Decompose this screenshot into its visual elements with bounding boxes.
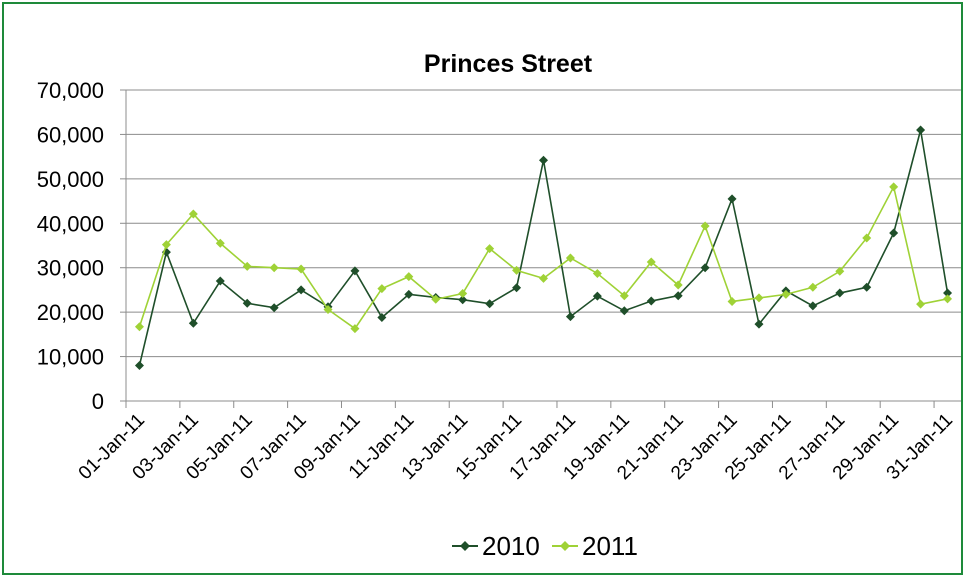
data-point-2011 [727,296,737,306]
data-point-2010 [350,266,360,276]
data-point-2010 [215,276,225,286]
grid-lines [126,89,961,358]
data-point-2010 [592,291,602,301]
y-tick-label: 30,000 [37,256,104,281]
data-point-2011 [485,244,495,254]
y-tick-label: 60,000 [37,122,104,147]
data-point-2011 [592,268,602,278]
y-tick-label: 0 [92,389,104,414]
data-point-2010 [404,289,414,299]
y-tick-label: 40,000 [37,211,104,236]
data-point-2011 [404,272,414,282]
series-line-2010 [138,129,949,366]
x-axis-tick-labels: 01-Jan-1103-Jan-1105-Jan-1107-Jan-1109-J… [75,410,957,484]
data-point-2011 [781,289,791,299]
data-point-2011 [619,291,629,301]
y-axis-tick-labels: 0 10,000 20,000 30,000 40,000 50,000 60,000 70,… [37,78,104,414]
data-point-2011 [350,324,360,334]
data-point-2011 [242,261,252,271]
data-point-2010 [700,263,710,273]
data-point-2011 [296,264,306,274]
data-point-2010 [619,306,629,316]
legend-marker-icon [460,541,470,551]
data-point-2011 [323,304,333,314]
y-tick-label: 70,000 [37,78,104,103]
legend-item-2011: 2011 [552,531,638,561]
data-point-2011 [862,233,872,243]
y-tick-label: 50,000 [37,167,104,192]
axes [120,89,961,408]
data-point-2010 [889,228,899,238]
data-point-2011 [188,209,198,219]
data-point-2010 [727,194,737,204]
data-point-2010 [916,125,926,135]
data-point-2011 [943,294,953,304]
data-point-2011 [916,299,926,309]
data-point-2010 [673,291,683,301]
data-point-2010 [134,360,144,370]
data-point-2010 [485,299,495,309]
data-point-2011 [215,238,225,248]
data-point-2011 [646,257,656,267]
y-tick-label: 10,000 [37,345,104,370]
legend-label: 2011 [582,531,638,561]
data-point-2011 [512,265,522,275]
data-point-2011 [700,221,710,231]
data-point-2011 [539,273,548,283]
data-point-2010 [808,301,818,311]
legend-item-2010: 2010 [452,531,540,561]
data-point-2010 [296,285,306,295]
data-point-2010 [943,288,953,298]
data-point-2011 [889,182,899,192]
data-point-2011 [269,263,279,273]
chart-title: Princes Street [424,50,593,78]
data-point-2010 [458,295,468,305]
series-line-2011 [138,184,948,330]
data-point-2011 [808,282,818,292]
data-point-2010 [242,298,252,308]
data-point-2010 [835,288,845,298]
data-point-2010 [269,303,279,313]
data-point-2010 [754,319,764,329]
data-point-2010 [377,312,387,322]
data-point-2010 [646,296,656,306]
data-point-2011 [565,253,575,263]
data-point-2011 [431,294,441,304]
y-tick-label: 20,000 [37,300,104,325]
legend: 2010 2011 [452,531,638,561]
data-point-2010 [539,155,548,165]
data-point-2011 [673,280,683,290]
data-point-2010 [188,318,198,328]
data-point-2011 [377,284,387,294]
data-point-2010 [862,282,872,292]
data-point-2011 [754,293,764,303]
data-point-2010 [565,312,575,322]
data-point-2011 [835,266,845,276]
data-point-2011 [458,288,468,298]
data-point-2011 [161,240,171,250]
legend-marker-icon [560,541,570,551]
legend-label: 2010 [482,531,540,561]
data-point-2010 [512,283,522,293]
data-point-2011 [134,322,144,332]
series-lines [134,125,953,370]
